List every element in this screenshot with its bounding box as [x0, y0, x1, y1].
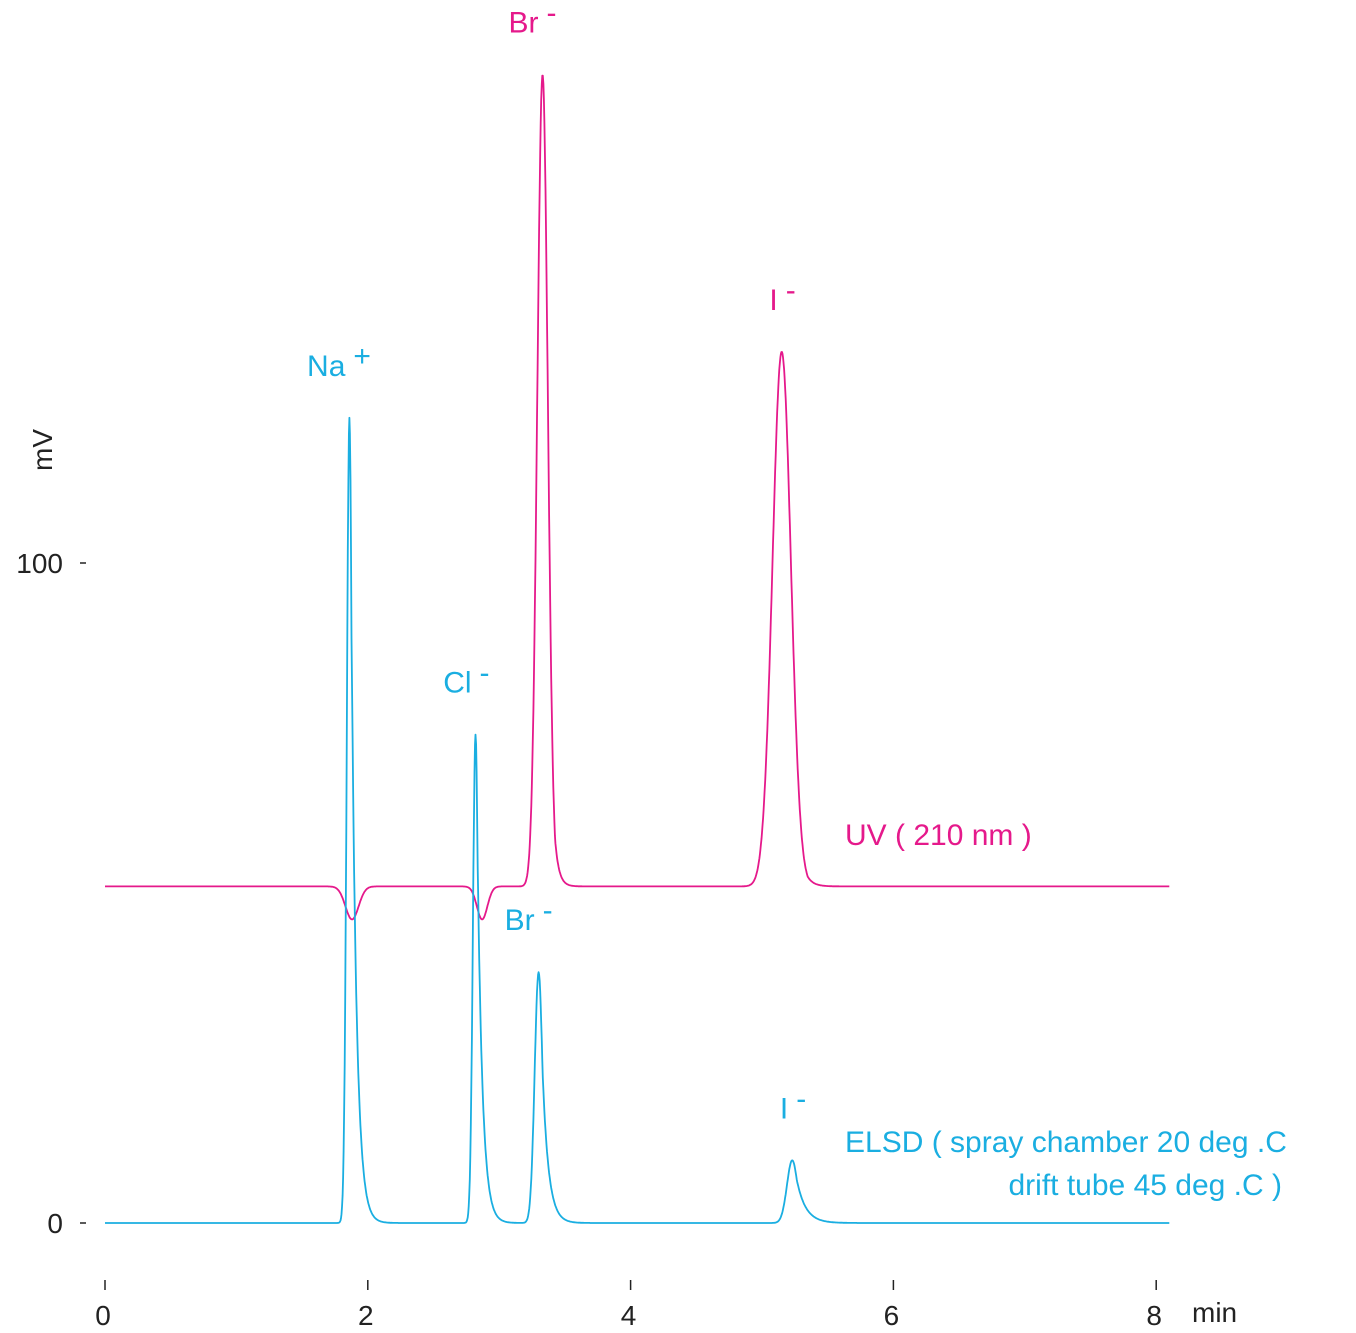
- uv-trace: [104, 74, 1170, 921]
- peak-charge: -: [786, 274, 796, 307]
- peak-charge: -: [543, 894, 553, 927]
- peak-ion: Cl: [443, 667, 471, 700]
- uv-peak-label-br: Br -: [509, 0, 557, 40]
- x-tick-label: 4: [621, 1300, 637, 1331]
- axes: 0 2 4 6 8 min 0 100 mV: [16, 429, 1237, 1331]
- y-tick-label: 100: [16, 548, 63, 579]
- elsd-peak-label-br: Br -: [505, 894, 553, 937]
- elsd-series-label-line2: drift tube 45 deg .C ): [1009, 1169, 1283, 1202]
- peak-charge: -: [547, 0, 557, 30]
- peak-ion: I: [769, 284, 777, 317]
- peak-ion: Br: [509, 7, 539, 40]
- peak-charge: -: [796, 1082, 806, 1115]
- x-tick-label: 2: [358, 1300, 374, 1331]
- elsd-trace: [104, 416, 1170, 1224]
- peak-ion: I: [780, 1092, 788, 1125]
- x-tick-label: 0: [95, 1300, 111, 1331]
- peak-ion: Br: [505, 904, 535, 937]
- uv-series-label: UV ( 210 nm ): [845, 819, 1032, 852]
- labels: Br -I -Na +Cl -Br -I -UV ( 210 nm )ELSD ( spra…: [307, 0, 1287, 1202]
- elsd-peak-label-i: I-: [780, 1082, 806, 1125]
- elsd-peak-label-cl: Cl -: [443, 657, 489, 700]
- uv-peak-label-i: I-: [769, 274, 795, 317]
- y-tick-label: 0: [47, 1208, 63, 1239]
- peak-ion: Na: [307, 350, 346, 383]
- peak-charge: -: [480, 657, 490, 690]
- x-axis-label: min: [1192, 1297, 1237, 1328]
- elsd-peak-label-na: Na +: [307, 340, 371, 383]
- y-axis-label: mV: [27, 429, 58, 471]
- x-tick-label: 8: [1146, 1300, 1162, 1331]
- elsd-series-label-line1: ELSD ( spray chamber 20 deg .C: [845, 1126, 1287, 1159]
- peak-charge: +: [353, 340, 371, 373]
- x-tick-label: 6: [884, 1300, 900, 1331]
- traces: [104, 74, 1170, 1224]
